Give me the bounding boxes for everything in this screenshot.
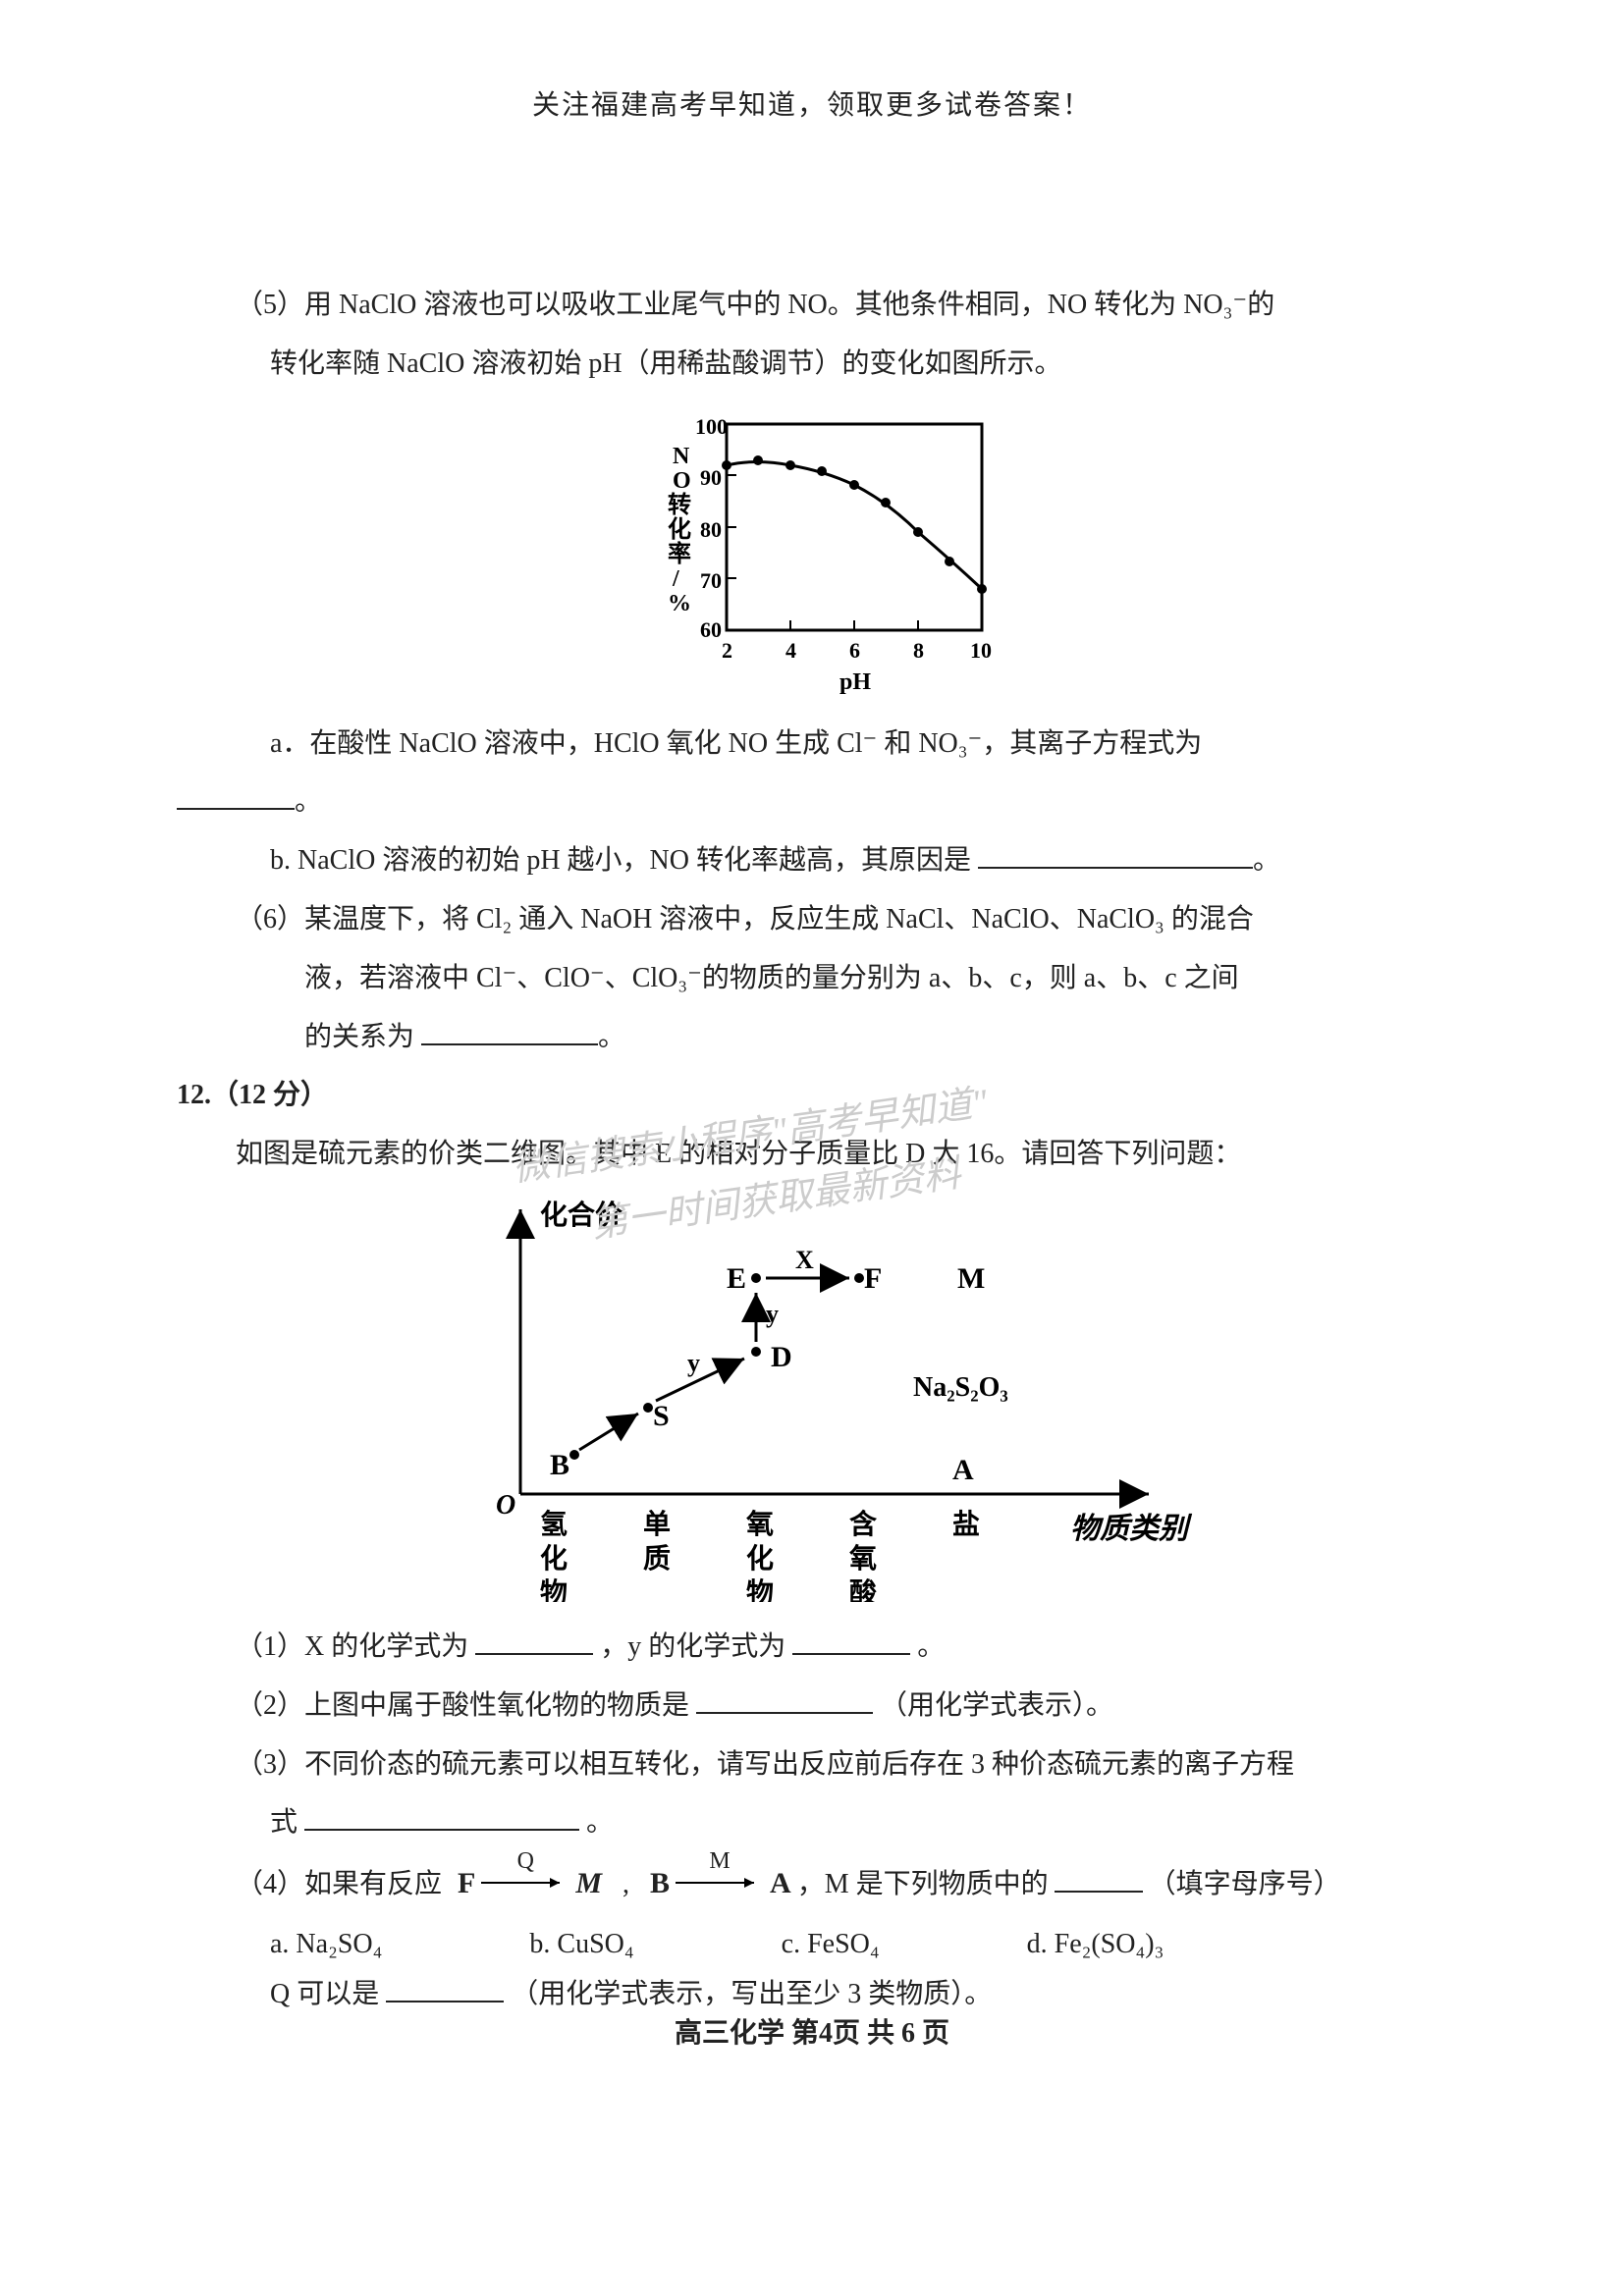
- svg-text:氧: 氧: [746, 1509, 774, 1540]
- svg-text:化: 化: [746, 1543, 774, 1575]
- svg-text:化合价: 化合价: [540, 1199, 623, 1231]
- svg-text:y: y: [766, 1300, 779, 1328]
- blank-line: [792, 1622, 910, 1655]
- svg-text:化: 化: [540, 1543, 568, 1575]
- svg-text:10: 10: [970, 638, 992, 663]
- main-content: （5）用 NaClO 溶液也可以吸收工业尾气中的 NO。其他条件相同，NO 转化…: [177, 280, 1473, 2028]
- q12-2: （2）上图中属于酸性氧化物的物质是 （用化学式表示）。: [177, 1681, 1473, 1732]
- svg-text:O: O: [673, 468, 691, 494]
- svg-text:2: 2: [722, 638, 732, 663]
- q5a-blank-row: 。: [177, 776, 1473, 828]
- q12-4: （4）如果有反应 F Q M , B M A ，M 是下列物质中的 （填字母序号…: [177, 1856, 1473, 1911]
- svg-text:4: 4: [785, 638, 796, 663]
- svg-text:物: 物: [746, 1577, 774, 1602]
- option-c: c. FeSO₄: [782, 1919, 880, 1970]
- q12-intro: 如图是硫元素的价类二维图。其中 E 的相对分子质量比 D 大 16。请回答下列问…: [177, 1129, 1473, 1180]
- q5a-text: a．在酸性 NaClO 溶液中，HClO 氧化 NO 生成 Cl⁻ 和 NO₃⁻…: [270, 728, 1202, 759]
- reaction-arrow-icon: M: [676, 1859, 764, 1910]
- blank-line: [304, 1798, 579, 1832]
- blank-line: [421, 1012, 598, 1045]
- svg-text:60: 60: [700, 617, 722, 642]
- option-d: d. Fe₂(SO₄)₃: [1027, 1919, 1164, 1970]
- svg-text:%: %: [668, 591, 691, 616]
- svg-text:Na₂S₂O₃: Na₂S₂O₃: [913, 1372, 1008, 1403]
- q5-line1: （5）用 NaClO 溶液也可以吸收工业尾气中的 NO。其他条件相同，NO 转化…: [177, 280, 1473, 331]
- svg-text:物质类别: 物质类别: [1070, 1513, 1193, 1545]
- svg-text:O: O: [496, 1490, 515, 1521]
- svg-text:y: y: [687, 1349, 700, 1377]
- svg-text:酸: 酸: [849, 1577, 878, 1602]
- svg-text:100: 100: [695, 414, 728, 439]
- svg-text:D: D: [771, 1341, 792, 1373]
- blank-line: [475, 1622, 593, 1655]
- page-footer: 高三化学 第4页 共 6 页: [0, 2011, 1624, 2051]
- option-b: b. CuSO₄: [529, 1919, 633, 1970]
- blank-line: [1055, 1860, 1143, 1894]
- svg-text:含: 含: [849, 1508, 878, 1540]
- svg-text:/: /: [672, 566, 679, 592]
- svg-text:转: 转: [668, 491, 691, 518]
- page-header: 关注福建高考早知道，领取更多试卷答案！: [0, 83, 1624, 123]
- diagram-sulfur-valence: O 化合价 物质类别 氢 化 物 单 质 氧 化 物 含 氧 酸 盐 B: [442, 1190, 1208, 1602]
- blank-line: [696, 1681, 873, 1714]
- q12-1: （1）X 的化学式为 ，y 的化学式为 。: [177, 1622, 1473, 1673]
- svg-text:pH: pH: [839, 669, 871, 695]
- svg-text:90: 90: [700, 465, 722, 490]
- svg-text:率: 率: [668, 540, 691, 567]
- svg-text:盐: 盐: [952, 1509, 980, 1540]
- svg-text:X: X: [795, 1246, 814, 1274]
- svg-text:M: M: [957, 1262, 985, 1295]
- svg-text:80: 80: [700, 517, 722, 542]
- options-row: a. Na₂SO₄ b. CuSO₄ c. FeSO₄ d. Fe₂(SO₄)₃: [177, 1919, 1473, 1970]
- option-a: a. Na₂SO₄: [270, 1919, 382, 1970]
- q5-line2: 转化率随 NaClO 溶液初始 pH（用稀盐酸调节）的变化如图所示。: [177, 339, 1473, 390]
- svg-text:E: E: [727, 1262, 746, 1295]
- svg-text:S: S: [653, 1400, 670, 1432]
- q5b: b. NaClO 溶液的初始 pH 越小，NO 转化率越高，其原因是 。: [177, 835, 1473, 886]
- q6-line1: （6）某温度下，将 Cl₂ 通入 NaOH 溶液中，反应生成 NaCl、NaCl…: [177, 894, 1473, 945]
- q12-3-line2: 式 。: [177, 1797, 1473, 1848]
- q6-line2: 液，若溶液中 Cl⁻、ClO⁻、ClO₃⁻的物质的量分别为 a、b、c，则 a、…: [177, 953, 1473, 1004]
- q5a: a．在酸性 NaClO 溶液中，HClO 氧化 NO 生成 Cl⁻ 和 NO₃⁻…: [177, 719, 1473, 770]
- svg-text:A: A: [952, 1454, 974, 1486]
- svg-text:单: 单: [643, 1509, 671, 1540]
- q12-number: 12.（12 分）: [177, 1070, 1473, 1121]
- reaction-arrow-icon: Q: [481, 1859, 569, 1910]
- svg-text:质: 质: [643, 1543, 671, 1575]
- chart-no-conversion: N O 转 化 率 / % 100 90 80 70 60 2 4 6 8 10: [619, 404, 1031, 699]
- blank-line: [978, 836, 1253, 870]
- blank-line: [177, 777, 295, 811]
- svg-text:氧: 氧: [849, 1543, 877, 1575]
- svg-text:8: 8: [913, 638, 924, 663]
- svg-text:F: F: [864, 1262, 882, 1295]
- svg-text:6: 6: [849, 638, 860, 663]
- svg-text:N: N: [673, 444, 690, 469]
- blank-line: [386, 1970, 504, 2003]
- svg-text:B: B: [550, 1449, 569, 1481]
- svg-text:氢: 氢: [540, 1508, 568, 1540]
- svg-text:物: 物: [540, 1577, 568, 1602]
- svg-text:70: 70: [700, 568, 722, 593]
- q12-3-line1: （3）不同价态的硫元素可以相互转化，请写出反应前后存在 3 种价态硫元素的离子方…: [177, 1739, 1473, 1790]
- svg-text:化: 化: [668, 515, 691, 543]
- q6-line3: 的关系为 。: [177, 1012, 1473, 1063]
